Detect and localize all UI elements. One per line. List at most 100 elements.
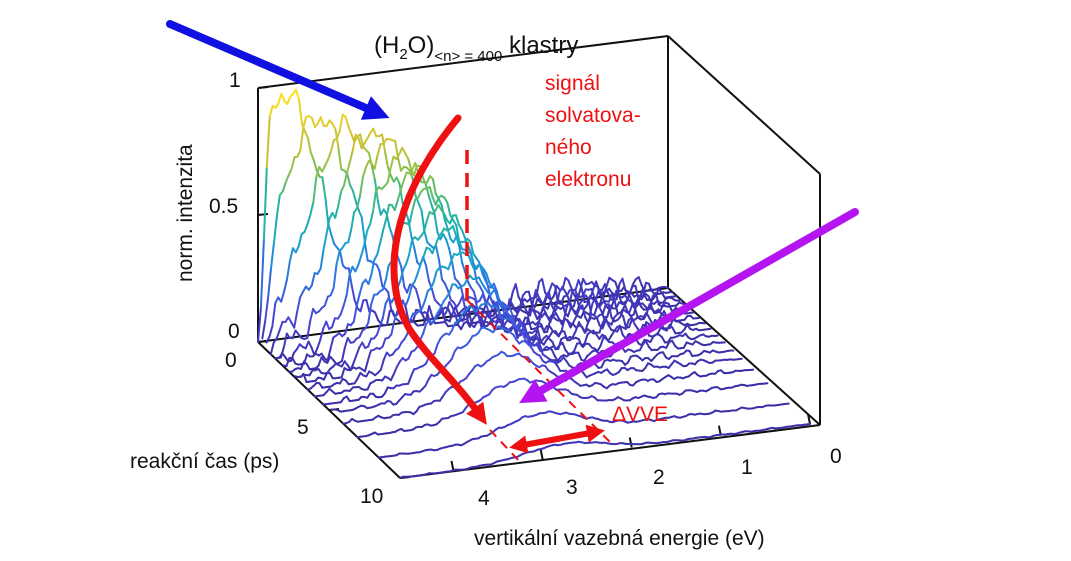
trace-segment [634, 307, 639, 319]
trace-segment [551, 349, 556, 358]
trace-segment [370, 165, 376, 181]
trace-segment [628, 304, 634, 315]
trace-segment [300, 360, 305, 370]
trace-segment [481, 267, 487, 279]
trace-segment [459, 285, 465, 301]
trace-segment [492, 282, 498, 293]
trace-segment [477, 276, 483, 284]
trace-segment [324, 158, 329, 167]
trace-segment [290, 156, 296, 170]
trace-segment [428, 186, 434, 199]
trace-segment [472, 290, 478, 304]
trace-segment [443, 213, 449, 222]
trace-segment [327, 150, 332, 161]
trace-segment [535, 333, 541, 344]
trace-segment [438, 258, 443, 281]
trace-segment [399, 180, 405, 191]
trace-segment [354, 263, 360, 273]
trace-segment [552, 300, 558, 314]
trace-segment [402, 171, 408, 183]
trace-segment [382, 351, 388, 361]
trace-segment [372, 190, 377, 213]
trace-segment [384, 264, 390, 281]
trace-segment [451, 306, 457, 316]
trace-segment [351, 133, 357, 152]
trace-segment [467, 308, 473, 325]
trace-segment [548, 282, 554, 293]
trace-segment [609, 300, 615, 311]
trace-segment [512, 319, 518, 330]
trace-segment [414, 288, 420, 301]
trace-segment [399, 268, 405, 282]
trace-segment [574, 279, 580, 291]
trace-segment [344, 323, 349, 335]
trace-segment [277, 92, 283, 105]
shift-curved-arrow [390, 114, 487, 425]
trace-segment [358, 282, 364, 295]
trace-segment [431, 244, 437, 255]
trace-segment [303, 223, 309, 233]
trace-segment [330, 233, 336, 245]
trace-segment [417, 201, 423, 212]
trace-segment [405, 296, 410, 306]
trace-segment [464, 308, 470, 324]
trace-segment [366, 382, 372, 391]
trace-segment [407, 350, 413, 360]
trace-segment [573, 342, 579, 352]
trace-segment [587, 312, 592, 324]
trace-segment [350, 284, 356, 301]
trace-segment [322, 233, 328, 251]
trace-segment [393, 199, 399, 212]
trace-segment [621, 277, 627, 292]
trace-segment [329, 138, 335, 153]
trace-segment [437, 197, 443, 207]
trace-segment [347, 228, 353, 244]
trace-segment [467, 281, 472, 289]
trace-segment [445, 238, 451, 250]
trace-segment [572, 315, 578, 324]
box-right-floor-edge [667, 287, 821, 426]
trace-segment [397, 341, 403, 350]
trace-segment [385, 309, 391, 326]
trace-segment [358, 329, 364, 339]
signal-label-line-2: solvatova- [545, 104, 641, 127]
trace-segment [446, 201, 452, 217]
trace-segment [326, 355, 332, 364]
trace-segment [423, 290, 429, 303]
trace-segment [647, 282, 653, 292]
trace-segment [329, 287, 335, 297]
trace-segment [478, 284, 484, 293]
trace-segment [495, 290, 501, 301]
trace-segment [343, 337, 349, 349]
trace-segment [443, 282, 449, 292]
y-tick-label-10: 10 [360, 485, 383, 508]
trace-segment [319, 249, 325, 270]
trace-segment [286, 260, 291, 281]
trace-segment [450, 252, 456, 262]
trace-segment [513, 327, 519, 339]
trace-segment [344, 116, 350, 128]
trace-segment [622, 315, 627, 329]
trace-segment [461, 311, 467, 322]
trace-segment [600, 359, 606, 369]
trace-segment [394, 139, 399, 159]
trace-segment [501, 308, 507, 317]
trace-segment [448, 312, 454, 323]
trace-segment [291, 357, 297, 365]
trace-segment [407, 157, 413, 171]
trace-segment [605, 276, 611, 288]
x-axis-label: vertikální vazebná energie (eV) [474, 527, 765, 550]
trace-segment [439, 300, 445, 309]
trace-segment [395, 152, 401, 161]
trace-segment [410, 368, 416, 377]
trace-segment [422, 317, 428, 326]
trace-segment [411, 198, 417, 213]
trace-segment [521, 302, 527, 311]
trace-segment [628, 293, 634, 304]
trace-segment [433, 311, 439, 321]
z-tick-label-1: 1 [229, 69, 241, 92]
trace-segment [420, 209, 426, 233]
trace-segment [364, 160, 370, 169]
trace-segment [309, 307, 315, 323]
